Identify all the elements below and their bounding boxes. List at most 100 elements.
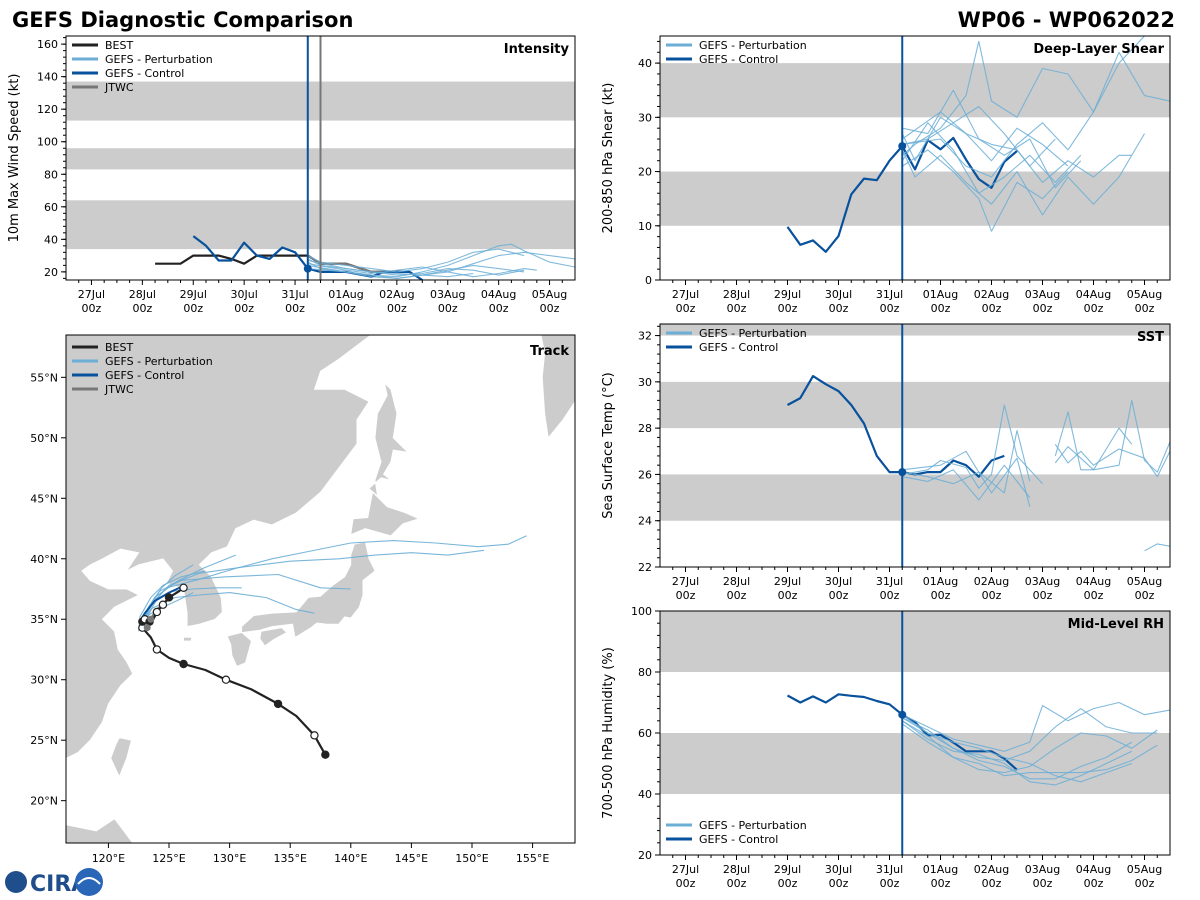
- track-legend-label: BEST: [105, 341, 133, 354]
- sst-ytick-label: 26: [638, 468, 652, 481]
- rh-control-marker: [898, 710, 907, 719]
- track-legend-label: GEFS - Perturbation: [105, 355, 213, 368]
- rh-xtick-label: 28Jul: [723, 863, 750, 876]
- rh-xtick-label: 29Jul: [774, 863, 801, 876]
- track-ytick-label: 45°N: [30, 492, 58, 505]
- intensity-ytick-label: 140: [37, 71, 58, 84]
- shear-xtick-label: 05Aug: [1127, 288, 1162, 301]
- land-mass: [368, 382, 409, 497]
- rh-series-perturbation: [902, 708, 1158, 762]
- rh-xtick-label: 30Jul: [825, 863, 852, 876]
- sst-title: SST: [1137, 330, 1164, 345]
- intensity-series-best: [155, 254, 410, 273]
- land-mass: [66, 335, 372, 759]
- shear-xtick-label: 01Aug: [923, 288, 958, 301]
- intensity-ytick-label: 60: [44, 201, 58, 214]
- best-track-point: [179, 583, 188, 592]
- rh-xtick-label: 02Aug: [974, 863, 1009, 876]
- shear-xtick-label: 04Aug: [1076, 288, 1111, 301]
- intensity-ytick-label: 100: [37, 136, 58, 149]
- jtwc-track-point: [147, 615, 155, 623]
- rh-xtick-label: 31Jul: [876, 863, 903, 876]
- intensity-legend-label: GEFS - Control: [105, 67, 184, 80]
- sst-xtick-label: 29Jul: [774, 575, 801, 588]
- sst-xtick-label: 04Aug: [1076, 575, 1111, 588]
- sst-band: [660, 474, 1170, 521]
- storm-id-title: WP06 - WP062022: [958, 8, 1175, 32]
- shear-xtick-label: 00z: [778, 302, 798, 315]
- track-title: Track: [530, 344, 569, 359]
- intensity-panel: 2040608010012014016027Jul00z28Jul00z29Ju…: [7, 35, 576, 315]
- track-panel: 20°N 25°N 30°N 35°N 40°N 45°N 50°N 55°N 120°E 125…: [30, 334, 576, 865]
- sst-panel: 22242628303227Jul00z28Jul00z29Jul00z30Ju…: [601, 323, 1171, 602]
- track-ytick-label: 50°N: [30, 432, 58, 445]
- sst-xtick-label: 27Jul: [672, 575, 699, 588]
- intensity-plot-area: [66, 36, 575, 280]
- intensity-legend-label: BEST: [105, 39, 133, 52]
- shear-xtick-label: 28Jul: [723, 288, 750, 301]
- rh-legend-label: GEFS - Perturbation: [699, 819, 807, 832]
- sst-xtick-label: 02Aug: [974, 575, 1009, 588]
- rh-xtick-label: 00z: [829, 877, 849, 890]
- sst-series-perturbation: [1054, 443, 1170, 478]
- rh-xtick-label: 00z: [1033, 877, 1053, 890]
- shear-xtick-label: 30Jul: [825, 288, 852, 301]
- sst-band: [660, 381, 1170, 429]
- rh-ytick-label: 40: [638, 788, 652, 801]
- rh-series-perturbation: [902, 701, 1170, 752]
- track-legend-label: GEFS - Control: [105, 369, 184, 382]
- track-xtick-label: 120°E: [92, 852, 125, 865]
- intensity-series-perturbation: [307, 248, 525, 273]
- rh-band: [660, 611, 1170, 672]
- intensity-xtick-label: 00z: [82, 302, 102, 315]
- sst-xtick-label: 00z: [1033, 589, 1053, 602]
- shear-xtick-label: 03Aug: [1025, 288, 1060, 301]
- intensity-ytick-label: 20: [44, 266, 58, 279]
- rh-xtick-label: 00z: [727, 877, 747, 890]
- intensity-title: Intensity: [504, 42, 570, 57]
- best-track-point: [321, 750, 330, 759]
- best-track-point: [273, 699, 283, 709]
- intensity-xtick-label: 00z: [387, 302, 407, 315]
- intensity-control-marker: [303, 264, 312, 273]
- rh-ytick-label: 60: [638, 727, 652, 740]
- track-ytick-label: 55°N: [30, 371, 58, 384]
- rh-xtick-label: 04Aug: [1076, 863, 1111, 876]
- sst-legend-label: GEFS - Control: [699, 341, 778, 354]
- rh-series-perturbation: [901, 723, 1158, 777]
- shear-xtick-label: 31Jul: [876, 288, 903, 301]
- intensity-xtick-label: 01Aug: [328, 288, 363, 301]
- intensity-xtick-label: 28Jul: [129, 288, 156, 301]
- shear-xtick-label: 00z: [727, 302, 747, 315]
- sst-ytick-label: 32: [638, 330, 652, 343]
- sst-legend-label: GEFS - Perturbation: [699, 327, 807, 340]
- shear-ytick-label: 30: [638, 111, 652, 124]
- rh-band: [660, 733, 1170, 794]
- sst-xtick-label: 00z: [676, 589, 696, 602]
- rh-xtick-label: 00z: [880, 877, 900, 890]
- land-mass: [350, 491, 420, 537]
- sst-xtick-label: 00z: [880, 589, 900, 602]
- rh-xtick-label: 27Jul: [672, 863, 699, 876]
- track-xtick-label: 155°E: [516, 852, 549, 865]
- rh-legend-label: GEFS - Control: [699, 833, 778, 846]
- track-xtick-label: 150°E: [455, 852, 488, 865]
- shear-series-perturbation: [901, 40, 1170, 156]
- rh-series-perturbation: [901, 720, 1133, 786]
- sst-ytick-label: 28: [638, 422, 652, 435]
- shear-title: Deep-Layer Shear: [1033, 42, 1164, 57]
- shear-ytick-label: 20: [638, 166, 652, 179]
- track-xtick-label: 140°E: [334, 852, 367, 865]
- track-frame: [65, 334, 576, 844]
- track-ytick-label: 30°N: [30, 674, 58, 687]
- sst-xtick-label: 01Aug: [923, 575, 958, 588]
- best-track-point: [221, 675, 231, 684]
- shear-xtick-label: 00z: [1135, 302, 1155, 315]
- sst-xtick-label: 00z: [727, 589, 747, 602]
- track-plot-area: [66, 335, 575, 843]
- rh-xtick-label: 00z: [1084, 877, 1104, 890]
- rh-xtick-label: 00z: [931, 877, 951, 890]
- sst-xtick-label: 00z: [931, 589, 951, 602]
- land-mass: [241, 541, 376, 639]
